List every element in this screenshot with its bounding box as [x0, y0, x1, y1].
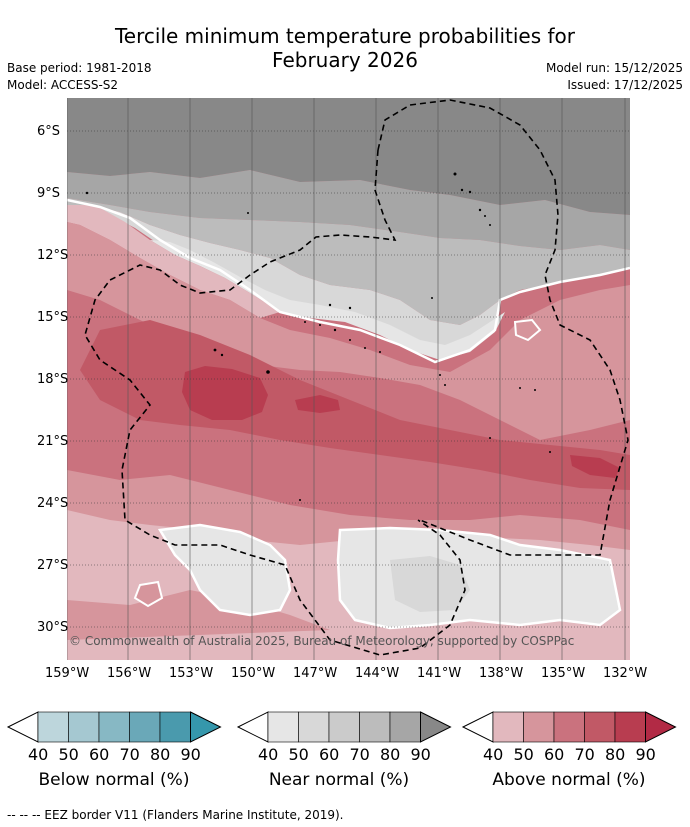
- below-colorbar-tick: 70: [119, 745, 140, 764]
- lat-tick-label: 15°S: [37, 310, 69, 325]
- lon-tick-label: 132°W: [603, 666, 648, 681]
- above-colorbar-max-arrow: [645, 711, 677, 743]
- below-normal-label: Below normal (%): [38, 770, 190, 790]
- near-colorbar-tick: 50: [288, 745, 309, 764]
- near-60-region: [90, 205, 500, 355]
- map-title-line1: Tercile minimum temperature probabilitie…: [114, 24, 576, 48]
- near-colorbar-segment: [389, 711, 421, 743]
- base-period: Base period: 1981-2018: [7, 61, 152, 75]
- lat-tick-label: 24°S: [37, 496, 69, 511]
- below-colorbar-tick: 50: [58, 745, 79, 764]
- lat-tick-label: 12°S: [37, 248, 69, 263]
- map-title-line2: February 2026: [272, 48, 418, 72]
- above-colorbar-min-arrow: [461, 711, 494, 743]
- near-90-region: [67, 98, 630, 215]
- lon-tick-label: 153°W: [169, 666, 214, 681]
- above-colorbar-segment: [492, 711, 524, 743]
- lon-tick-label: 159°W: [45, 666, 90, 681]
- model-run: Model run: 15/12/2025: [545, 61, 683, 75]
- near-40-region: [150, 240, 505, 360]
- eez-borders: [84, 99, 629, 656]
- lon-tick-label: 138°W: [479, 666, 524, 681]
- below-colorbar-segment: [68, 711, 100, 743]
- lon-tick-label: 147°W: [293, 666, 338, 681]
- lon-tick-label: 150°W: [231, 666, 276, 681]
- below-colorbar-segment: [159, 711, 191, 743]
- above-colorbar-segment: [553, 711, 585, 743]
- near-70-region: [67, 198, 630, 325]
- below-colorbar-segment: [129, 711, 161, 743]
- below-colorbar-tick: 40: [28, 745, 49, 764]
- near-colorbar-max-arrow: [420, 711, 452, 743]
- below-colorbar-max-arrow: [190, 711, 222, 743]
- near-colorbar-tick: 60: [319, 745, 340, 764]
- above-colorbar-tick: 70: [574, 745, 595, 764]
- above-50-region: [513, 318, 542, 342]
- above-80-region: [295, 395, 340, 413]
- lat-tick-label: 18°S: [37, 372, 69, 387]
- near-50-region: [390, 556, 470, 612]
- lon-tick-label: 135°W: [541, 666, 586, 681]
- above-colorbar-tick: 60: [544, 745, 565, 764]
- above-colorbar-tick: 80: [605, 745, 626, 764]
- near-normal-boundary: [67, 198, 630, 364]
- lon-tick-label: 141°W: [417, 666, 462, 681]
- above-70-region: [80, 320, 630, 490]
- above-50-region: [133, 580, 164, 608]
- above-colorbar-tick: 40: [483, 745, 504, 764]
- colorbars: [6, 711, 677, 743]
- below-colorbar-tick: 60: [89, 745, 110, 764]
- above-colorbar-tick: 90: [635, 745, 656, 764]
- issued-date: Issued: 17/12/2025: [567, 78, 683, 92]
- above-colorbar-segment: [523, 711, 555, 743]
- above-colorbar-tick: 50: [513, 745, 534, 764]
- above-normal-label: Above normal (%): [492, 770, 646, 790]
- above-80-region: [182, 366, 268, 420]
- near-colorbar-segment: [298, 711, 330, 743]
- above-colorbar-segment: [584, 711, 616, 743]
- near-colorbar-segment: [359, 711, 391, 743]
- near-colorbar-segment: [267, 711, 299, 743]
- lat-gridlines: [67, 130, 630, 628]
- above-40-region: [67, 205, 280, 318]
- above-50-region: [67, 222, 630, 440]
- lat-tick-label: 27°S: [37, 558, 69, 573]
- near-colorbar-tick: 90: [410, 745, 431, 764]
- near-colorbar-segment: [328, 711, 360, 743]
- below-colorbar-tick: 90: [180, 745, 201, 764]
- model-name: Model: ACCESS-S2: [7, 78, 119, 92]
- lat-tick-label: 9°S: [37, 186, 61, 201]
- near-colorbar-tick: 40: [258, 745, 279, 764]
- above-colorbar-segment: [614, 711, 646, 743]
- near-80-region: [67, 170, 630, 250]
- lon-tick-label: 144°W: [355, 666, 400, 681]
- below-colorbar-segment: [37, 711, 69, 743]
- below-colorbar-tick: 80: [150, 745, 171, 764]
- islands: [85, 172, 551, 501]
- near-colorbar-min-arrow: [236, 711, 269, 743]
- lat-tick-label: 21°S: [37, 434, 69, 449]
- above-80-region: [570, 455, 620, 478]
- below-colorbar-segment: [98, 711, 130, 743]
- eez-footnote: -- -- -- EEZ border V11 (Flanders Marine…: [7, 808, 344, 822]
- above-50-region: [67, 590, 330, 640]
- lon-tick-label: 156°W: [107, 666, 152, 681]
- copyright-notice: © Commonwealth of Australia 2025, Bureau…: [69, 634, 575, 648]
- lat-tick-label: 6°S: [37, 124, 61, 139]
- below-colorbar-min-arrow: [6, 711, 39, 743]
- lat-tick-label: 30°S: [37, 620, 69, 635]
- near-colorbar-tick: 70: [349, 745, 370, 764]
- near-normal-label: Near normal (%): [268, 770, 410, 790]
- near-colorbar-tick: 80: [380, 745, 401, 764]
